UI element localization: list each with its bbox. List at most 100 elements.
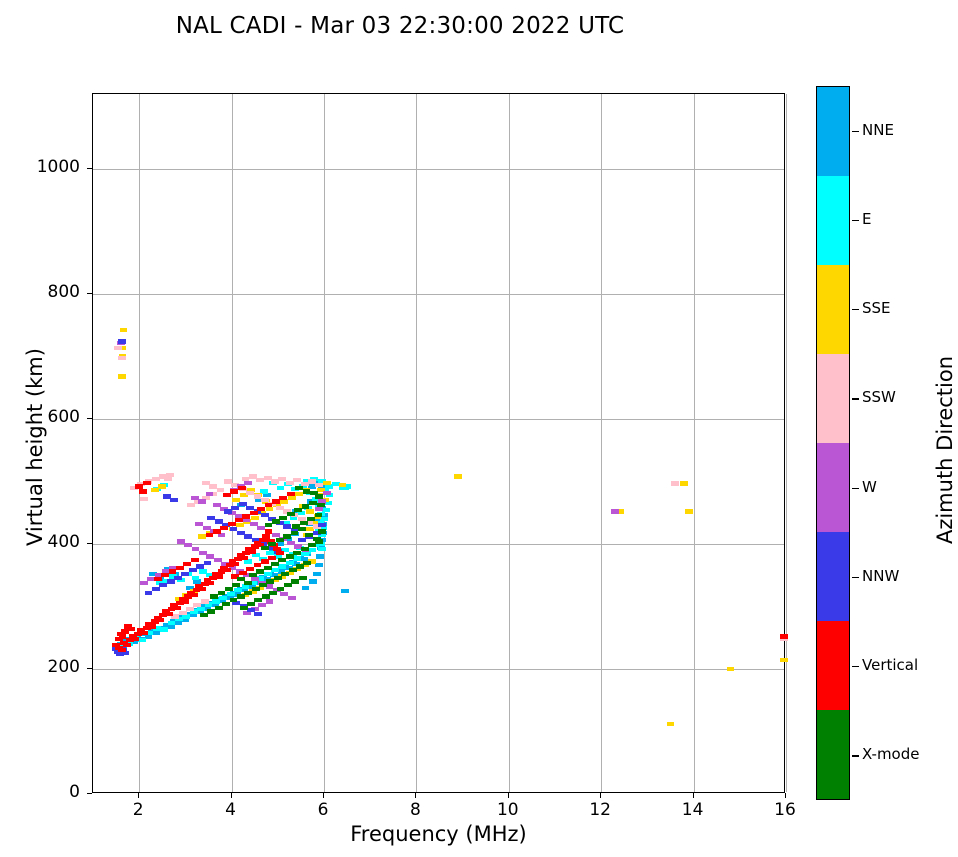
- data-point-sse: [322, 480, 331, 485]
- data-point-w: [258, 603, 266, 608]
- data-point-vertical: [246, 566, 254, 572]
- data-point-ssw: [165, 473, 174, 478]
- data-point-w: [190, 495, 199, 500]
- data-point-e: [160, 627, 169, 632]
- data-point-vertical: [184, 594, 193, 599]
- data-point-nnw: [247, 608, 255, 613]
- colorbar-segment-x-mode: [817, 710, 849, 799]
- y-axis-label: Virtual height (km): [23, 348, 47, 546]
- y-axis-tick: [87, 793, 92, 794]
- colorbar-tick: [852, 576, 859, 579]
- data-point-nnw: [181, 571, 190, 577]
- data-point-nne: [196, 609, 205, 615]
- x-axis-tick: [785, 793, 786, 798]
- data-point-e: [266, 550, 275, 555]
- data-point-e: [271, 568, 279, 573]
- data-point-e: [324, 484, 333, 489]
- data-point-ssw: [117, 355, 126, 360]
- data-point-w: [221, 561, 230, 567]
- data-point-sse: [258, 510, 266, 515]
- data-point-sse: [285, 570, 294, 575]
- data-point-w: [202, 525, 211, 530]
- y-axis-tick-label: 400: [47, 532, 80, 552]
- data-point-x-mode: [278, 558, 287, 563]
- data-point-nnw: [231, 505, 240, 510]
- data-point-vertical: [223, 568, 231, 573]
- data-point-ssw: [263, 475, 272, 480]
- data-point-ssw: [216, 488, 225, 493]
- x-axis-tick-label: 12: [589, 800, 611, 820]
- data-point-vertical: [238, 570, 247, 575]
- data-point-e: [259, 556, 267, 562]
- data-point-ssw: [171, 614, 180, 619]
- data-point-vertical: [148, 624, 157, 629]
- data-point-vertical: [260, 559, 269, 564]
- data-point-nnw: [268, 516, 277, 522]
- y-axis-tick-label: 1000: [36, 157, 80, 177]
- data-point-nne: [181, 617, 190, 622]
- y-axis-tick: [87, 543, 92, 544]
- data-point-nne: [255, 498, 264, 503]
- data-point-sse: [293, 566, 302, 572]
- data-point-vertical: [120, 640, 129, 645]
- data-point-e: [288, 551, 297, 557]
- data-point-w: [154, 573, 163, 578]
- y-axis-tick-label: 800: [47, 282, 80, 302]
- data-point-e: [176, 578, 185, 583]
- x-axis-tick: [415, 793, 417, 798]
- data-point-x-mode: [222, 601, 230, 607]
- y-axis-tick: [87, 418, 92, 419]
- data-point-sse: [263, 581, 272, 587]
- data-point-nnw: [236, 530, 245, 535]
- data-point-e: [211, 599, 220, 604]
- data-point-ssw: [293, 478, 302, 483]
- data-point-nnw: [121, 650, 130, 655]
- data-point-e: [219, 595, 228, 600]
- data-point-sse: [250, 515, 259, 520]
- data-point-e: [278, 564, 287, 569]
- data-point-x-mode: [275, 538, 284, 543]
- data-point-vertical: [230, 489, 239, 494]
- data-point-nne: [193, 579, 202, 584]
- data-point-nnw: [266, 545, 275, 550]
- data-point-vertical: [126, 626, 135, 632]
- data-point-ssw: [114, 345, 123, 350]
- data-point-x-mode: [272, 519, 280, 524]
- data-point-vertical: [223, 493, 231, 498]
- data-point-ssw: [283, 509, 291, 514]
- data-point-x-mode: [276, 586, 285, 592]
- data-point-vertical: [145, 621, 154, 627]
- data-point-e: [282, 520, 291, 525]
- data-point-vertical: [236, 553, 245, 558]
- data-point-w: [195, 521, 204, 527]
- data-point-x-mode: [302, 489, 311, 494]
- data-point-ssw: [201, 480, 210, 485]
- data-point-nne: [313, 516, 322, 522]
- data-point-x-mode: [309, 490, 318, 495]
- data-point-x-mode: [301, 504, 310, 509]
- data-point-vertical: [126, 638, 134, 643]
- data-point-e: [311, 496, 320, 502]
- data-point-sse: [247, 488, 255, 493]
- data-point-x-mode: [260, 545, 269, 550]
- data-point-nnw: [174, 575, 182, 580]
- colorbar-label-sse: SSE: [862, 299, 891, 318]
- data-point-nnw: [254, 611, 263, 617]
- colorbar-label-nne: NNE: [862, 120, 894, 139]
- data-point-nnw: [117, 339, 126, 344]
- data-point-ssw: [253, 494, 262, 499]
- data-point-vertical: [192, 588, 201, 593]
- data-point-x-mode: [295, 485, 303, 490]
- x-axis-tick: [507, 793, 509, 798]
- data-point-vertical: [259, 538, 267, 543]
- data-point-vertical: [116, 631, 125, 637]
- data-point-e: [296, 510, 305, 515]
- data-point-vertical: [156, 618, 165, 623]
- data-point-vertical: [170, 603, 179, 608]
- data-point-nne: [340, 588, 349, 594]
- data-point-ssw: [178, 610, 187, 615]
- data-point-sse: [338, 483, 347, 488]
- data-point-vertical: [212, 529, 221, 534]
- data-point-vertical: [231, 574, 240, 579]
- data-point-ssw: [209, 484, 218, 489]
